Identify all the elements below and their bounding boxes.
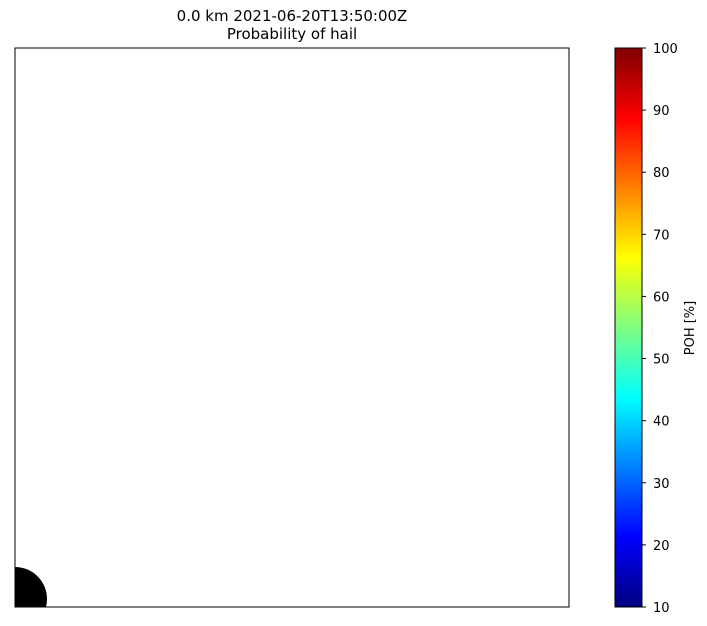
chart-title: 0.0 km 2021-06-20T13:50:00Z: [177, 7, 408, 25]
colorbar-tick-label: 10: [653, 601, 670, 616]
colorbar: 10 20 30 40 50 60 70 80 90 100 POH [%]: [614, 42, 698, 616]
plot-area: [14, 47, 570, 608]
colorbar-tick-label: 50: [653, 353, 670, 368]
location-marker: [15, 567, 47, 607]
colorbar-tick-label: 60: [653, 290, 670, 305]
colorbar-label: POH [%]: [683, 301, 698, 355]
plot-frame: [14, 47, 570, 608]
colorbar-tick-label: 20: [653, 539, 670, 554]
colorbar-tick-label: 30: [653, 477, 670, 492]
colorbar-ticks: 10 20 30 40 50 60 70 80 90 100: [642, 42, 678, 616]
chart-subtitle: Probability of hail: [227, 25, 357, 43]
colorbar-frame: [614, 47, 643, 608]
plot-background: [15, 48, 569, 607]
colorbar-gradient: [615, 48, 642, 607]
colorbar-tick-label: 40: [653, 415, 670, 430]
colorbar-tick-label: 90: [653, 104, 670, 119]
colorbar-tick-label: 100: [653, 42, 678, 57]
colorbar-tick-label: 70: [653, 228, 670, 243]
colorbar-tick-label: 80: [653, 166, 670, 181]
